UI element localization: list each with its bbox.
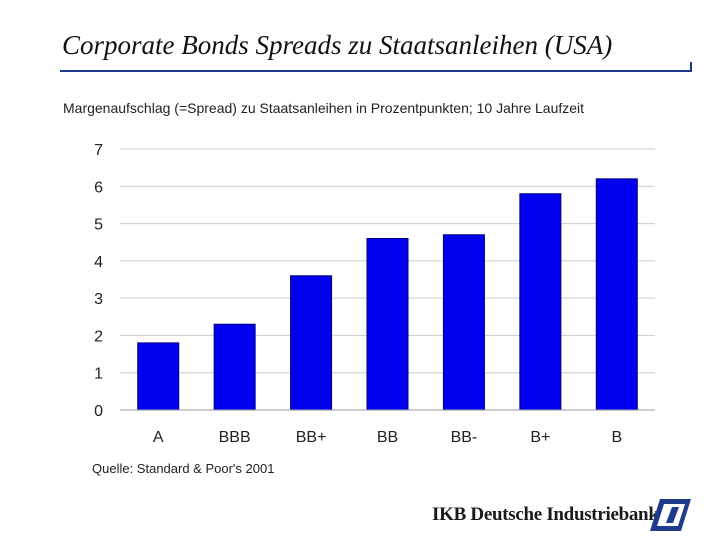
x-tick-label: BB+	[296, 429, 327, 446]
brand-footer: IKB Deutsche Industriebank	[432, 498, 712, 534]
bar-a	[137, 342, 180, 411]
y-tick-label: 0	[94, 403, 103, 420]
title-underline	[60, 70, 692, 72]
x-tick-label: BB-	[451, 429, 478, 446]
x-tick-label: BB	[377, 429, 398, 446]
brand-name: IKB Deutsche Industriebank	[432, 504, 659, 525]
y-tick-label: 2	[94, 328, 103, 345]
ikb-logo-icon	[650, 499, 691, 531]
bar-bbb	[213, 323, 256, 411]
source-note: Quelle: Standard & Poor's 2001	[92, 461, 275, 476]
title-underline-tick	[690, 62, 692, 72]
y-tick-label: 7	[94, 142, 103, 159]
bar-bb-minus	[442, 234, 485, 411]
chart-subtitle: Margenaufschlag (=Spread) zu Staatsanlei…	[63, 100, 585, 116]
bar-bb-plus	[290, 275, 333, 411]
y-tick-label: 1	[94, 366, 103, 383]
page-title: Corporate Bonds Spreads zu Staatsanleihe…	[62, 30, 613, 60]
y-tick-label: 5	[94, 217, 103, 234]
y-tick-label: 3	[94, 291, 103, 308]
x-tick-label: B+	[530, 429, 550, 446]
bar-bb	[366, 237, 409, 411]
y-tick-label: 4	[94, 254, 103, 271]
bar-b-plus	[519, 193, 562, 411]
y-tick-label: 6	[94, 179, 103, 196]
x-tick-label: BBB	[219, 429, 251, 446]
x-tick-label: A	[153, 429, 164, 446]
bar-b	[595, 178, 638, 411]
x-tick-label: B	[611, 429, 622, 446]
